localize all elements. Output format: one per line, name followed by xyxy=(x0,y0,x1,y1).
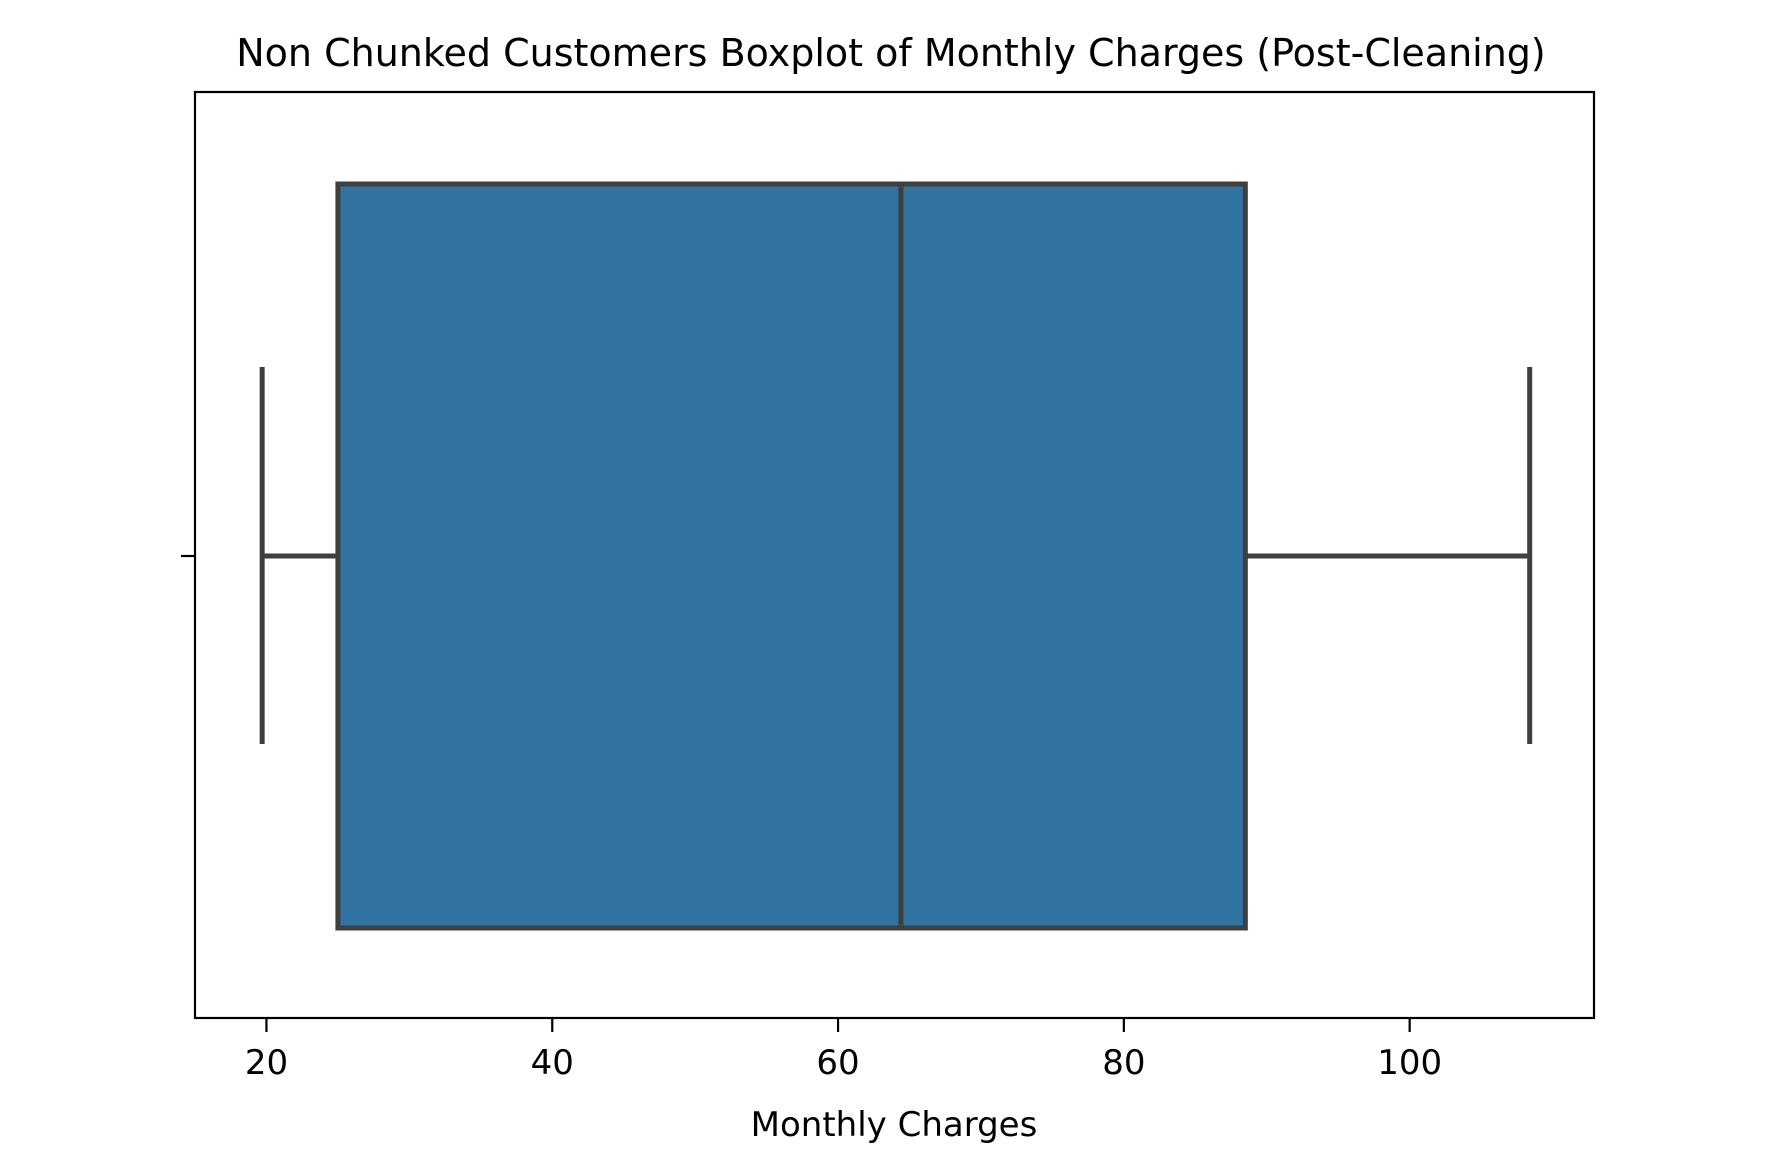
x-tick-label: 40 xyxy=(531,1043,574,1083)
box-element xyxy=(259,181,1533,931)
interquartile-box xyxy=(335,181,1248,931)
x-axis-ticks: 20 40 60 80 100 xyxy=(245,1018,1442,1083)
chart-title: Non Chunked Customers Boxplot of Monthly… xyxy=(236,31,1546,75)
x-tick-label: 100 xyxy=(1377,1043,1442,1083)
x-axis-label: Monthly Charges xyxy=(751,1105,1038,1145)
x-tick-label: 20 xyxy=(245,1043,288,1083)
x-tick-label: 80 xyxy=(1102,1043,1145,1083)
x-tick-label: 60 xyxy=(816,1043,859,1083)
